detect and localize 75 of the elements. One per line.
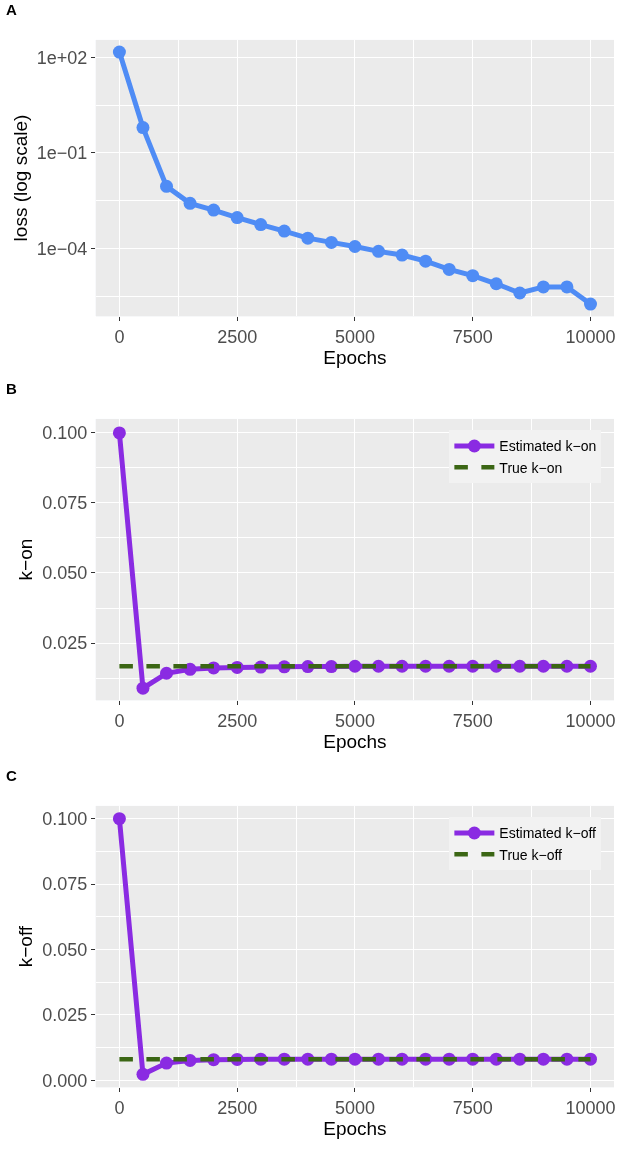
x-tick-label: 7500 [452,710,493,731]
x-axis-title: Epochs [323,730,387,752]
point [160,666,174,680]
point [183,196,197,210]
chart-title: B [6,380,17,397]
point [583,297,597,311]
y-tick-label: 0.025 [42,633,88,654]
point [489,277,503,291]
x-tick-label: 2500 [217,710,258,731]
legend-label: Estimated k−off [499,825,597,842]
point [230,211,244,225]
chart-title: A [6,1,17,18]
x-tick-label: 0 [114,326,125,347]
x-tick-label: 7500 [452,1097,493,1118]
y-axis-title: k−off [15,925,37,968]
y-tick-label: 0.100 [42,423,88,444]
point [301,231,315,245]
legend-label: Estimated k−on [499,438,597,455]
x-axis-title: Epochs [323,1117,387,1139]
y-tick-label: 1e+02 [36,47,88,68]
x-tick-label: 10000 [565,710,616,731]
point [183,1053,197,1067]
point [536,280,550,294]
point [112,812,126,826]
point [371,244,385,258]
point [183,662,197,676]
x-axis-title: Epochs [323,346,387,368]
x-tick-label: 0 [114,1097,125,1118]
x-tick-label: 5000 [334,326,375,347]
y-tick-label: 0.050 [42,939,88,960]
point [348,659,362,673]
y-tick-label: 0.000 [42,1070,88,1091]
point [112,45,126,59]
y-axis-title: k−on [15,538,37,581]
point [136,121,150,135]
y-tick-label: 1e−01 [36,143,88,164]
point [348,240,362,254]
chart-title: C [6,767,17,784]
legend-label: True k−on [499,459,563,476]
point [136,1067,150,1081]
y-tick-label: 0.050 [42,563,88,584]
point [560,280,574,294]
point [207,203,221,217]
y-tick-label: 0.100 [42,809,88,830]
x-tick-label: 2500 [217,326,258,347]
point [466,269,480,283]
point [136,681,150,695]
y-axis-title: loss (log scale) [9,114,31,242]
x-tick-label: 10000 [565,1097,616,1118]
point [442,262,456,276]
y-tick-label: 0.075 [42,493,88,514]
point [395,248,409,262]
point [419,254,433,268]
x-tick-label: 0 [114,710,125,731]
point [254,218,268,232]
point [513,1052,527,1066]
point [160,1056,174,1070]
y-tick-label: 1e−04 [36,238,88,259]
x-tick-label: 5000 [334,710,375,731]
point [536,659,550,673]
x-tick-label: 10000 [565,326,616,347]
x-tick-label: 5000 [334,1097,375,1118]
y-tick-label: 0.075 [42,874,88,895]
point [348,1052,362,1066]
point [513,659,527,673]
x-tick-label: 7500 [452,326,493,347]
y-tick-label: 0.025 [42,1005,88,1026]
point [160,179,174,193]
x-tick-label: 2500 [217,1097,258,1118]
legend-label: True k−off [499,846,563,863]
point [536,1052,550,1066]
point [324,235,338,249]
point [277,224,291,238]
point [513,286,527,300]
point [112,426,126,440]
